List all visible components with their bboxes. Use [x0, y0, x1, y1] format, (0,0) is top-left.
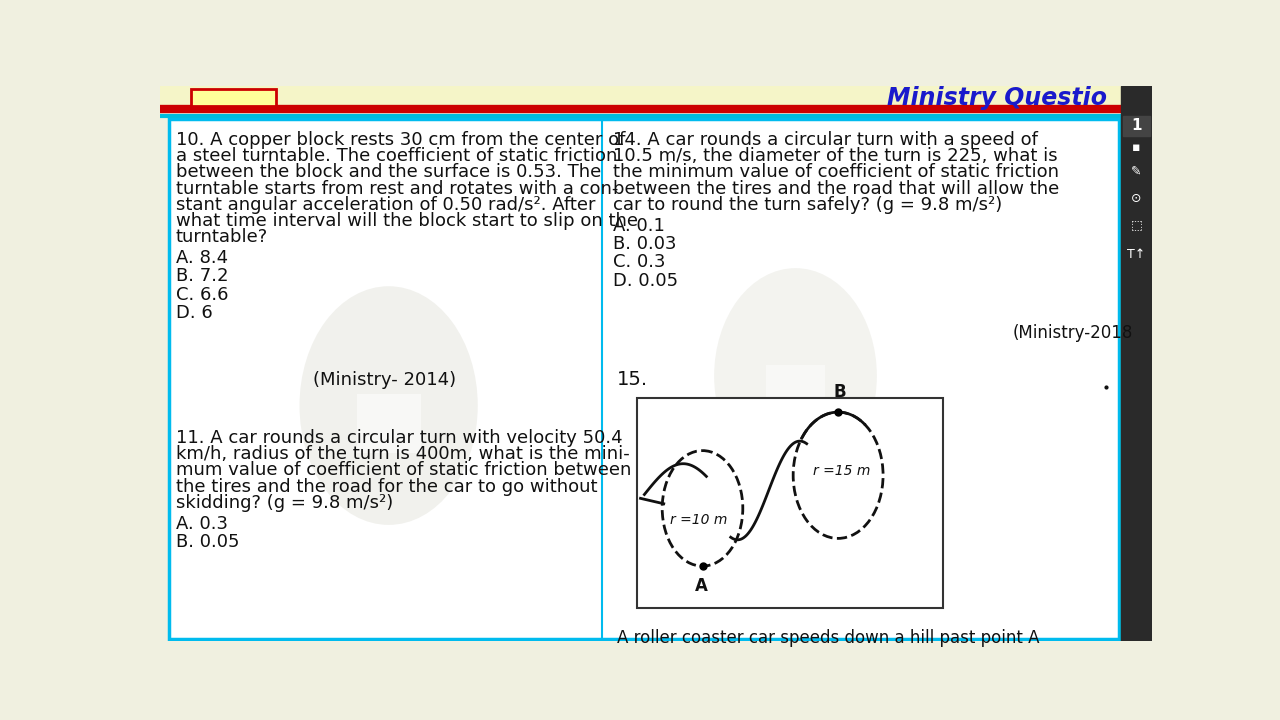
Text: D. 0.05: D. 0.05	[613, 272, 678, 290]
Text: a steel turntable. The coefficient of static friction: a steel turntable. The coefficient of st…	[175, 147, 617, 165]
Text: what time interval will the block start to slip on the: what time interval will the block start …	[175, 212, 637, 230]
Text: 10. A copper block rests 30 cm from the center of: 10. A copper block rests 30 cm from the …	[175, 131, 625, 149]
Text: ▪: ▪	[1133, 142, 1140, 155]
Text: km/h, radius of the turn is 400m, what is the mini-: km/h, radius of the turn is 400m, what i…	[175, 445, 630, 463]
Text: between the tires and the road that will allow the: between the tires and the road that will…	[613, 179, 1060, 197]
Bar	[160, 86, 1121, 109]
Bar	[1124, 116, 1149, 135]
Text: ⊙: ⊙	[1132, 192, 1142, 204]
Text: 1: 1	[1132, 118, 1142, 133]
Text: D. 6: D. 6	[175, 305, 212, 323]
Text: (Ministry- 2014): (Ministry- 2014)	[314, 372, 456, 390]
Text: A. 0.3: A. 0.3	[175, 515, 228, 533]
Text: A roller coaster car speeds down a hill past point A: A roller coaster car speeds down a hill …	[617, 629, 1039, 647]
Bar	[767, 365, 824, 419]
Text: 14. A car rounds a circular turn with a speed of: 14. A car rounds a circular turn with a …	[613, 131, 1038, 149]
Text: the tires and the road for the car to go without: the tires and the road for the car to go…	[175, 477, 596, 495]
Text: B. 0.03: B. 0.03	[613, 235, 677, 253]
Text: ✎: ✎	[1132, 165, 1142, 178]
Text: ⬚: ⬚	[1130, 218, 1142, 232]
Text: C. 6.6: C. 6.6	[175, 286, 228, 304]
Text: r =10 m: r =10 m	[669, 513, 727, 527]
Text: r =15 m: r =15 m	[813, 464, 870, 478]
Text: 15.: 15.	[617, 370, 649, 389]
Text: car to round the turn safely? (g = 9.8 m/s²): car to round the turn safely? (g = 9.8 m…	[613, 196, 1002, 214]
Bar	[357, 394, 421, 454]
Text: skidding? (g = 9.8 m/s²): skidding? (g = 9.8 m/s²)	[175, 494, 393, 512]
Text: A: A	[695, 577, 708, 595]
Text: T↑: T↑	[1128, 248, 1146, 261]
Text: turntable starts from rest and rotates with a con-: turntable starts from rest and rotates w…	[175, 179, 618, 197]
Text: the minimum value of coefficient of static friction: the minimum value of coefficient of stat…	[613, 163, 1060, 181]
Text: A. 0.1: A. 0.1	[613, 217, 666, 235]
Text: between the block and the surface is 0.53. The: between the block and the surface is 0.5…	[175, 163, 600, 181]
Bar	[636, 398, 943, 608]
Text: turntable?: turntable?	[175, 228, 268, 246]
Ellipse shape	[300, 287, 477, 525]
Text: B. 7.2: B. 7.2	[175, 267, 228, 285]
Text: stant angular acceleration of 0.50 rad/s². After: stant angular acceleration of 0.50 rad/s…	[175, 196, 595, 214]
Text: (Ministry-2018: (Ministry-2018	[1012, 323, 1133, 341]
Text: C. 0.3: C. 0.3	[613, 253, 666, 271]
Bar	[191, 89, 276, 106]
Text: 11. A car rounds a circular turn with velocity 50.4: 11. A car rounds a circular turn with ve…	[175, 429, 622, 447]
Text: B: B	[833, 383, 846, 401]
Text: 10.5 m/s, the diameter of the turn is 225, what is: 10.5 m/s, the diameter of the turn is 22…	[613, 147, 1059, 165]
Text: A. 8.4: A. 8.4	[175, 249, 228, 267]
Text: mum value of coefficient of static friction between: mum value of coefficient of static frict…	[175, 462, 631, 480]
Bar	[1121, 86, 1152, 641]
Text: Ministry Questio: Ministry Questio	[887, 86, 1107, 110]
Ellipse shape	[714, 268, 877, 484]
Text: B. 0.05: B. 0.05	[175, 533, 239, 551]
